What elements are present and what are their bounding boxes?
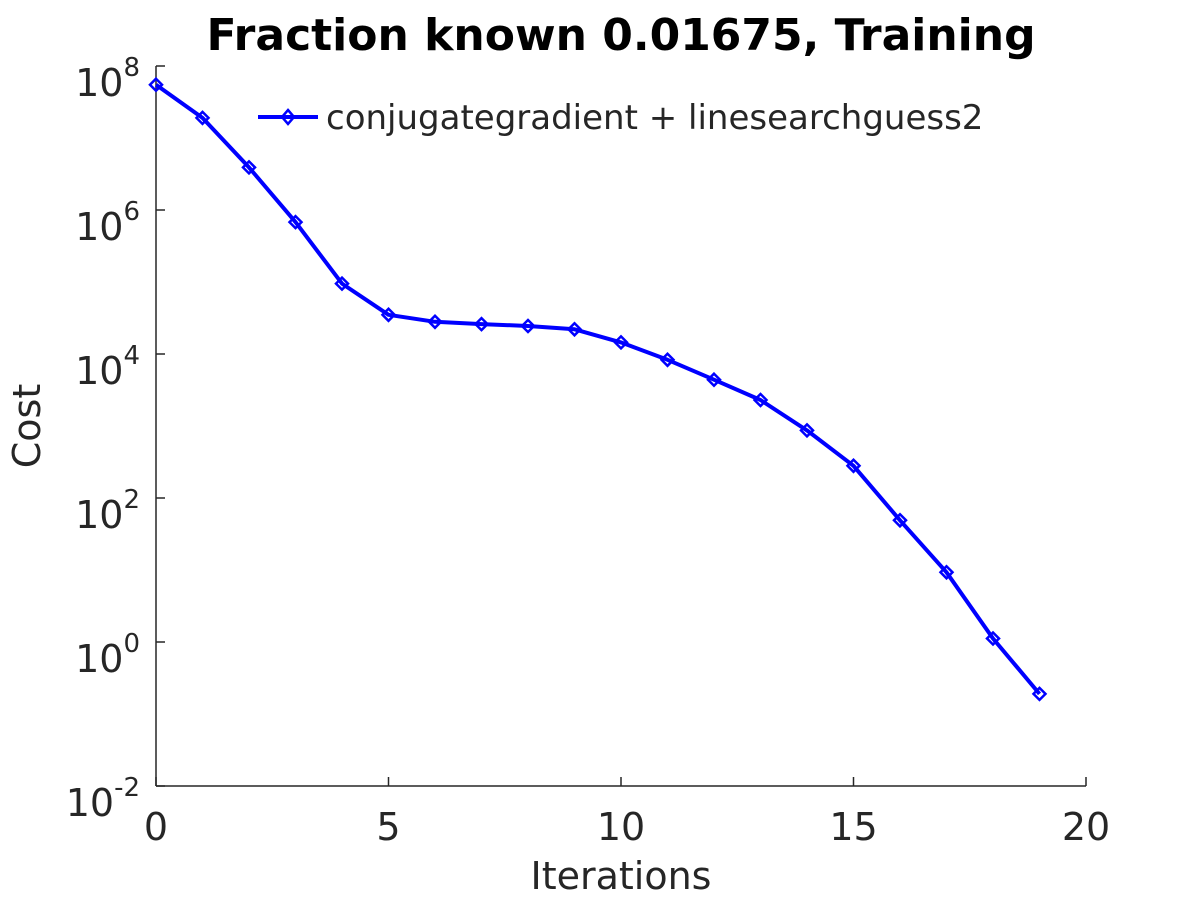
data-point-marker	[241, 159, 257, 176]
y-tick-base: 10	[75, 349, 123, 393]
data-point-marker	[520, 318, 536, 334]
y-tick-base: 10	[75, 205, 123, 249]
y-tick-label: 10-2	[66, 773, 140, 825]
data-point-marker	[938, 564, 955, 581]
data-point-marker	[1031, 686, 1048, 702]
y-tick-base: 10	[66, 781, 114, 825]
y-tick-base: 10	[75, 637, 123, 681]
y-tick-label: 106	[75, 197, 140, 249]
y-tick-label: 104	[75, 341, 140, 393]
data-point-marker	[287, 214, 304, 230]
data-point-marker	[845, 458, 862, 474]
y-tick-exponent: 2	[123, 485, 140, 515]
x-tick-label: 15	[829, 805, 877, 849]
data-point-marker	[473, 316, 490, 332]
data-point-marker	[799, 422, 815, 439]
y-tick-exponent: 0	[123, 629, 140, 659]
data-point-marker	[659, 352, 676, 368]
y-tick-base: 10	[75, 493, 123, 537]
y-tick-exponent: 6	[123, 197, 140, 227]
legend-label: conjugategradient + linesearchguess2	[326, 98, 983, 138]
y-tick-label: 100	[75, 629, 140, 681]
data-point-marker	[752, 392, 769, 408]
y-tick-exponent: -2	[114, 773, 140, 803]
x-axis-label: Iterations	[531, 854, 712, 898]
data-point-marker	[334, 275, 350, 292]
y-tick-label: 108	[75, 53, 140, 105]
y-tick-exponent: 8	[123, 53, 140, 83]
data-point-marker	[148, 76, 164, 93]
x-tick-label: 0	[144, 805, 168, 849]
series-layer	[148, 76, 1048, 702]
x-tick-label: 20	[1062, 805, 1110, 849]
y-tick-base: 10	[75, 61, 123, 105]
x-tick-label: 10	[597, 805, 645, 849]
data-point-marker	[566, 321, 583, 338]
series-line-0	[154, 83, 1042, 696]
data-point-marker	[706, 371, 722, 388]
y-axis-label: Cost	[5, 384, 49, 468]
x-tick-label: 5	[376, 805, 400, 849]
data-point-marker	[613, 334, 629, 351]
legend-marker-sample	[280, 108, 296, 126]
y-tick-exponent: 4	[123, 341, 140, 371]
x-ticks: 0 5 10 15 20	[144, 777, 1110, 849]
chart-title: Fraction known 0.01675, Training	[206, 10, 1035, 61]
data-point-marker	[380, 307, 397, 323]
data-point-marker	[985, 630, 1001, 647]
data-point-marker	[892, 512, 908, 529]
legend: conjugategradient + linesearchguess2	[258, 98, 983, 138]
data-point-marker	[427, 314, 443, 330]
y-tick-label: 102	[75, 485, 140, 537]
data-point-marker	[194, 110, 211, 126]
